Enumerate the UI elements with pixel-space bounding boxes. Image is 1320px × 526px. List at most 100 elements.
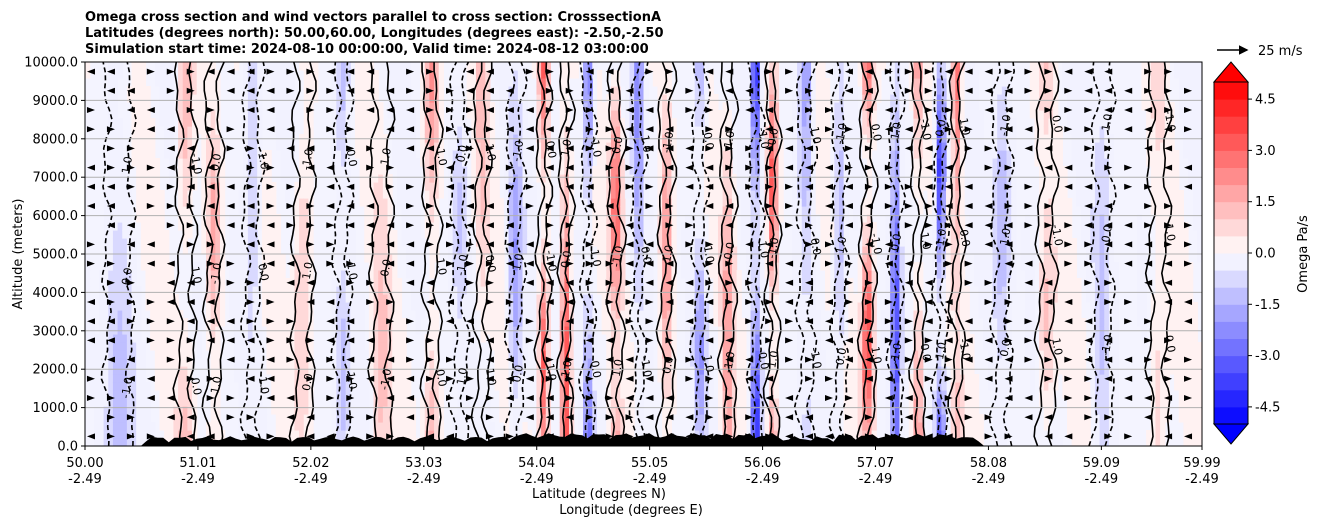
omega-fill-cell — [685, 270, 691, 279]
omega-fill-cell — [196, 302, 202, 311]
omega-fill-cell — [247, 198, 254, 207]
omega-fill-cell — [513, 214, 519, 223]
omega-fill-cell — [229, 246, 235, 255]
omega-fill-cell — [741, 430, 747, 439]
omega-fill-cell — [601, 198, 607, 207]
omega-fill-cell — [569, 366, 575, 375]
omega-fill-cell — [662, 166, 668, 175]
omega-fill-cell — [98, 270, 105, 279]
omega-fill-cell — [401, 342, 407, 351]
omega-fill-cell — [685, 294, 691, 303]
omega-fill-cell — [340, 318, 347, 327]
omega-fill-cell — [373, 206, 379, 215]
omega-fill-cell — [215, 270, 221, 279]
omega-fill-cell — [285, 62, 291, 71]
omega-fill-cell — [112, 182, 119, 191]
omega-fill-cell — [457, 142, 463, 151]
omega-fill-cell — [164, 430, 170, 439]
omega-fill-cell — [541, 318, 547, 327]
omega-fill-cell — [536, 342, 542, 351]
omega-fill-cell — [662, 390, 668, 399]
omega-fill-cell — [657, 222, 663, 231]
omega-fill-cell — [308, 142, 314, 151]
omega-fill-cell — [722, 230, 728, 239]
omega-fill-cell — [536, 158, 542, 167]
omega-fill-cell — [368, 358, 375, 367]
omega-fill-cell — [401, 414, 407, 423]
omega-fill-cell — [694, 286, 700, 295]
omega-fill-cell — [257, 422, 263, 431]
omega-fill-cell — [615, 126, 621, 135]
omega-fill-cell — [266, 214, 272, 223]
omega-fill-cell — [736, 374, 742, 383]
omega-fill-cell — [615, 318, 621, 327]
omega-fill-cell — [750, 406, 756, 415]
omega-fill-cell — [578, 414, 584, 423]
omega-fill-cell — [126, 94, 133, 103]
omega-fill-cell — [261, 150, 268, 159]
omega-fill-cell — [136, 118, 142, 127]
omega-fill-cell — [261, 270, 268, 279]
omega-fill-cell — [359, 334, 365, 343]
omega-fill-cell — [461, 302, 468, 311]
omega-fill-cell — [596, 390, 603, 399]
omega-fill-cell — [378, 374, 384, 383]
omega-fill-cell — [140, 430, 147, 439]
omega-fill-cell — [717, 406, 724, 415]
omega-fill-cell — [624, 302, 631, 311]
omega-fill-cell — [457, 190, 463, 199]
omega-fill-cell — [569, 334, 575, 343]
omega-fill-cell — [154, 334, 161, 343]
omega-fill-cell — [145, 150, 151, 159]
omega-fill-cell — [178, 94, 184, 103]
omega-fill-cell — [215, 214, 221, 223]
omega-fill-cell — [150, 430, 156, 439]
omega-fill-cell — [429, 70, 435, 79]
omega-fill-cell — [429, 270, 435, 279]
omega-fill-cell — [424, 126, 430, 135]
omega-fill-cell — [103, 374, 109, 383]
omega-fill-cell — [373, 166, 379, 175]
omega-fill-cell — [164, 414, 170, 423]
omega-fill-cell — [638, 342, 645, 351]
omega-fill-cell — [750, 302, 756, 311]
omega-fill-cell — [429, 198, 435, 207]
omega-fill-cell — [350, 414, 356, 423]
omega-fill-cell — [466, 406, 472, 415]
omega-fill-cell — [559, 78, 565, 87]
omega-fill-cell — [289, 374, 296, 383]
omega-fill-cell — [466, 214, 472, 223]
omega-fill-cell — [690, 270, 696, 279]
omega-fill-cell — [583, 350, 589, 359]
omega-fill-cell — [536, 118, 542, 127]
omega-fill-cell — [634, 278, 640, 287]
omega-fill-cell — [182, 158, 188, 167]
omega-fill-cell — [378, 414, 384, 423]
omega-fill-cell — [452, 238, 458, 247]
omega-fill-cell — [308, 422, 314, 431]
omega-fill-cell — [671, 382, 677, 391]
omega-fill-cell — [392, 118, 398, 127]
omega-fill-cell — [289, 302, 296, 311]
omega-fill-cell — [475, 278, 482, 287]
omega-fill-cell — [545, 62, 552, 71]
omega-fill-cell — [178, 382, 184, 391]
omega-fill-cell — [396, 118, 403, 127]
omega-fill-cell — [247, 110, 254, 119]
omega-fill-cell — [559, 398, 565, 407]
omega-fill-cell — [131, 430, 137, 439]
omega-fill-cell — [178, 174, 184, 183]
omega-fill-cell — [382, 246, 389, 255]
omega-fill-cell — [415, 158, 421, 167]
omega-fill-cell — [303, 86, 309, 95]
omega-fill-cell — [634, 230, 640, 239]
omega-fill-cell — [457, 398, 463, 407]
omega-fill-cell — [601, 286, 607, 295]
omega-fill-cell — [182, 102, 188, 111]
omega-fill-cell — [252, 118, 258, 127]
omega-fill-cell — [229, 214, 235, 223]
omega-fill-cell — [699, 390, 705, 399]
omega-fill-cell — [406, 230, 412, 239]
omega-fill-cell — [583, 166, 589, 175]
omega-fill-cell — [741, 374, 747, 383]
